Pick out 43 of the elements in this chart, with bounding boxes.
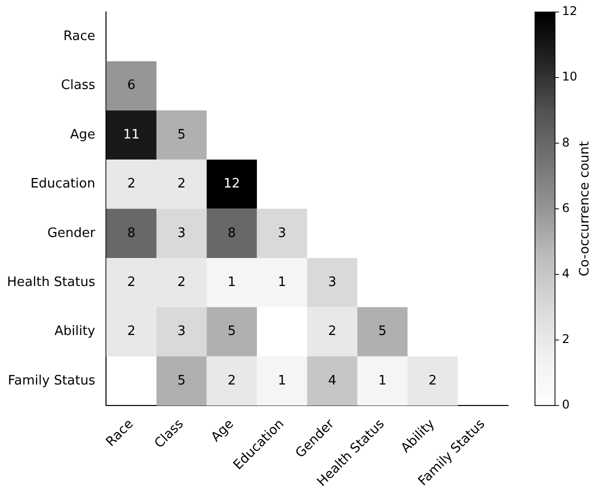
color-bar-label: 10	[562, 70, 578, 84]
data-label: 5	[177, 127, 186, 142]
data-label: 1	[228, 274, 236, 290]
data-label: 5	[177, 373, 186, 388]
y-tick-label: Age	[70, 127, 96, 142]
data-label: 2	[228, 373, 236, 388]
data-label: 11	[123, 127, 140, 142]
data-label: 2	[127, 274, 136, 290]
data-label: 2	[127, 324, 136, 340]
y-tick-label: Education	[30, 176, 96, 192]
color-bar-label: 8	[562, 135, 570, 150]
y-tick-label: Class	[61, 78, 96, 94]
color-bar-title: Co-occurrence count	[577, 141, 592, 276]
color-bar-label: 4	[562, 266, 570, 281]
color-bar-label: 6	[562, 200, 570, 215]
color-bar-label: 12	[562, 4, 578, 18]
data-label: 2	[328, 324, 336, 340]
data-label: 5	[378, 324, 387, 340]
data-label: 12	[224, 176, 240, 192]
data-label: 5	[228, 324, 236, 340]
x-tick-label: Age	[208, 416, 238, 446]
y-tick-label: Race	[63, 28, 96, 44]
data-label: 1	[278, 373, 286, 388]
y-tick-label: Gender	[47, 226, 96, 241]
y-tick-label: Family Status	[8, 373, 96, 388]
data-label: 1	[278, 274, 286, 290]
y-tick-label: Health Status	[6, 274, 96, 290]
color-bar-label: 0	[562, 398, 570, 412]
data-label: 8	[228, 226, 236, 241]
data-label: 1	[378, 373, 387, 388]
data-label: 8	[127, 226, 136, 241]
data-label: 3	[278, 226, 286, 241]
data-label: 4	[328, 373, 336, 388]
data-label: 2	[428, 373, 437, 388]
data-label: 3	[328, 274, 336, 290]
data-label: 3	[177, 324, 186, 340]
data-label: 2	[127, 176, 136, 192]
data-label: 2	[177, 176, 186, 192]
data-label: 6	[127, 78, 136, 94]
y-tick-label: Ability	[54, 324, 96, 340]
data-label: 3	[177, 226, 186, 241]
color-bar-label: 2	[562, 332, 570, 346]
data-label: 2	[177, 274, 186, 290]
